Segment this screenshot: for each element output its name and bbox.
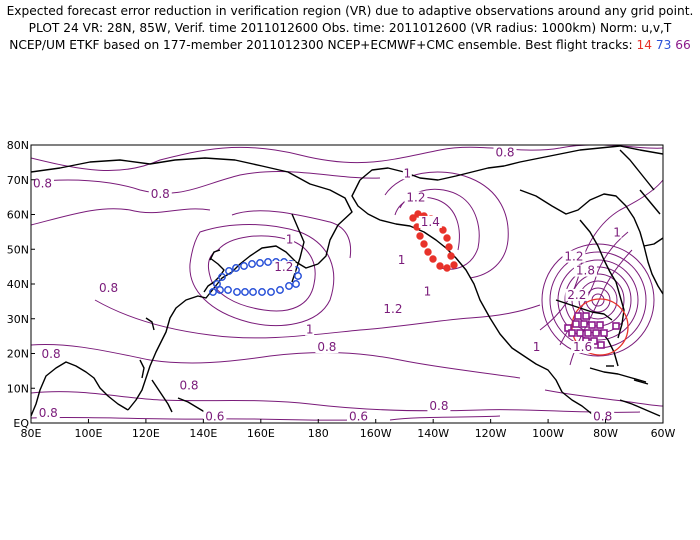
flight-track-73 [209,258,302,296]
lat-label: 20N [7,348,29,361]
lat-label: 50N [7,243,29,256]
lon-label: 120E [132,427,160,440]
lat-label: EQ [13,417,29,430]
title-line-2: PLOT 24 VR: 28N, 85W, Verif. time 201101… [28,21,672,35]
contour-label-bg [573,264,597,277]
lon-label: 160E [247,427,275,440]
contour-label-bg [203,410,227,423]
contour-label-bg [31,177,54,190]
contour-label-bg [305,323,315,336]
contour-label-bg [285,233,295,246]
lat-label: 10N [7,382,29,395]
contour-label-bg [315,341,339,354]
title-line-3: NCEP/UM ETKF based on 177-member 2011012… [0,38,700,52]
contour-label: 0.6 [349,410,368,424]
contour-label: 1 [286,232,294,246]
contour-label-bg [272,261,296,274]
contour-label: 0.8 [99,281,118,295]
lon-label: 100W [532,427,564,440]
contour-label: 1.2 [406,191,425,205]
contour-label: 1.2 [274,260,293,274]
contour-label-bg [36,407,60,420]
contour-label-bg [612,226,622,239]
lon-label: 140W [417,427,449,440]
contour-label: 1 [533,340,541,354]
contour-label-bg [397,254,407,267]
lon-label: 180 [308,427,329,440]
lat-label: 30N [7,313,29,326]
coastlines [31,145,663,421]
lon-label: 120W [475,427,507,440]
contour-label-bg [418,215,442,228]
contour-label: 0.8 [179,378,198,392]
contour-label-bg [381,302,405,315]
lon-label: 140E [189,427,217,440]
axes: 80E 100E 120E 140E 160E 180 160W 140W 120W 100W 80… [7,139,676,440]
contour-label-bg [532,341,542,354]
contour-label-bg [402,167,412,180]
lon-label: 80E [21,427,42,440]
contour-label-bg [427,400,451,413]
lat-label: 70N [7,174,29,187]
track-66-label: 66 [675,38,691,52]
contour-label-bg [565,288,589,301]
track-14-label: 14 [636,38,652,52]
lat-label: 60N [7,209,29,222]
contour-label: 1.4 [421,215,440,229]
contour-label-bg [591,410,615,423]
contour-label: 0.8 [33,177,52,191]
lon-label: 80W [593,427,618,440]
contour-label-bg [562,250,586,263]
lat-label: 80N [7,139,29,152]
verification-region-circle [571,298,629,356]
contour-label: 0.8 [429,399,448,413]
contour-label: 1 [398,253,406,267]
lon-label: 100E [74,427,102,440]
contour-label: 0.8 [42,347,61,361]
title-line-1: Expected forecast error reduction in ver… [6,4,694,18]
contour-label-bg [422,285,432,298]
contour-label-bg [148,188,172,201]
contour-labels: 0.80.80.8111.21.41.20.81.21110.80.80.80.… [31,145,622,423]
contour-label: 0.8 [593,410,612,424]
contour-label: 0.8 [39,406,58,420]
title-line-3-text: NCEP/UM ETKF based on 177-member 2011012… [9,38,633,52]
contour-label: 1 [306,323,314,337]
contour-label: 1.8 [576,264,595,278]
contour-label: 1.2 [564,250,583,264]
contour-label: 1.2 [383,302,402,316]
contour-label: 2.2 [567,288,586,302]
lon-label: 60W [651,427,676,440]
contour-label-bg [493,146,517,159]
contour-label: 0.8 [495,145,514,159]
contour-label-bg [97,281,121,294]
contour-label-bg [39,347,63,360]
contour-label: 0.8 [151,187,170,201]
contour-label: 0.6 [205,410,224,424]
contour-label-bg [177,379,201,392]
contour-label: 1 [404,166,412,180]
flight-track-66 [564,312,620,349]
contour-label-bg [346,410,370,423]
contour-label: 0.8 [317,340,336,354]
contour-label: 1.6 [573,340,592,354]
contour-label: 1 [613,225,621,239]
lon-label: 160W [360,427,392,440]
contour-label-bg [571,341,595,354]
track-73-label: 73 [655,38,672,52]
contour-label: 1 [424,284,432,298]
contour-label-bg [404,191,428,204]
lat-label: 40N [7,278,29,291]
